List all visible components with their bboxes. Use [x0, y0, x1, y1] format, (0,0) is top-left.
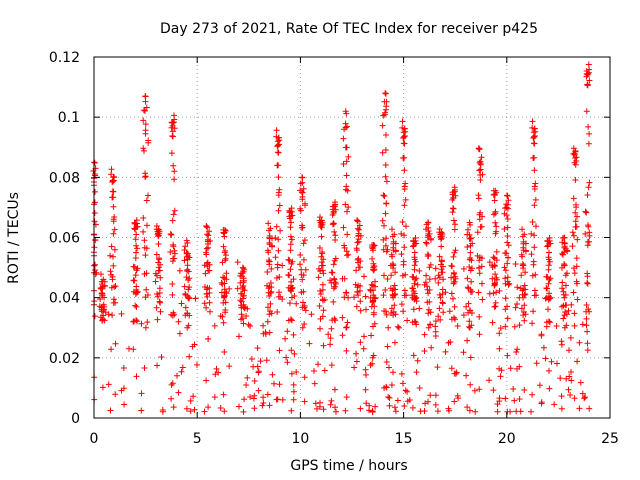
- y-tick-label: 0.02: [49, 351, 80, 367]
- data-point-marks: [90, 61, 593, 415]
- y-tick-label: 0.08: [49, 170, 80, 186]
- y-tick-label: 0: [71, 411, 80, 427]
- y-tick-label: 0.06: [49, 231, 80, 247]
- x-tick-label: 25: [601, 431, 619, 447]
- y-axis-label: ROTI / TECUs: [6, 192, 22, 284]
- y-tick-label: 0.04: [49, 291, 80, 307]
- x-axis-ticks: 0 5 10 15 20 25: [90, 57, 619, 447]
- chart-title: Day 273 of 2021, Rate Of TEC Index for r…: [160, 21, 538, 37]
- x-tick-label: 10: [291, 431, 309, 447]
- x-tick-label: 15: [395, 431, 413, 447]
- y-tick-label: 0.12: [49, 50, 80, 66]
- x-tick-label: 0: [90, 431, 99, 447]
- x-tick-label: 5: [193, 431, 202, 447]
- scatter-points: [90, 61, 593, 415]
- y-axis-ticks: 0 0.02 0.04 0.06 0.08 0.1 0.12: [49, 50, 610, 427]
- y-tick-label: 0.1: [58, 110, 80, 126]
- x-tick-label: 20: [498, 431, 516, 447]
- x-axis-label: GPS time / hours: [290, 458, 407, 474]
